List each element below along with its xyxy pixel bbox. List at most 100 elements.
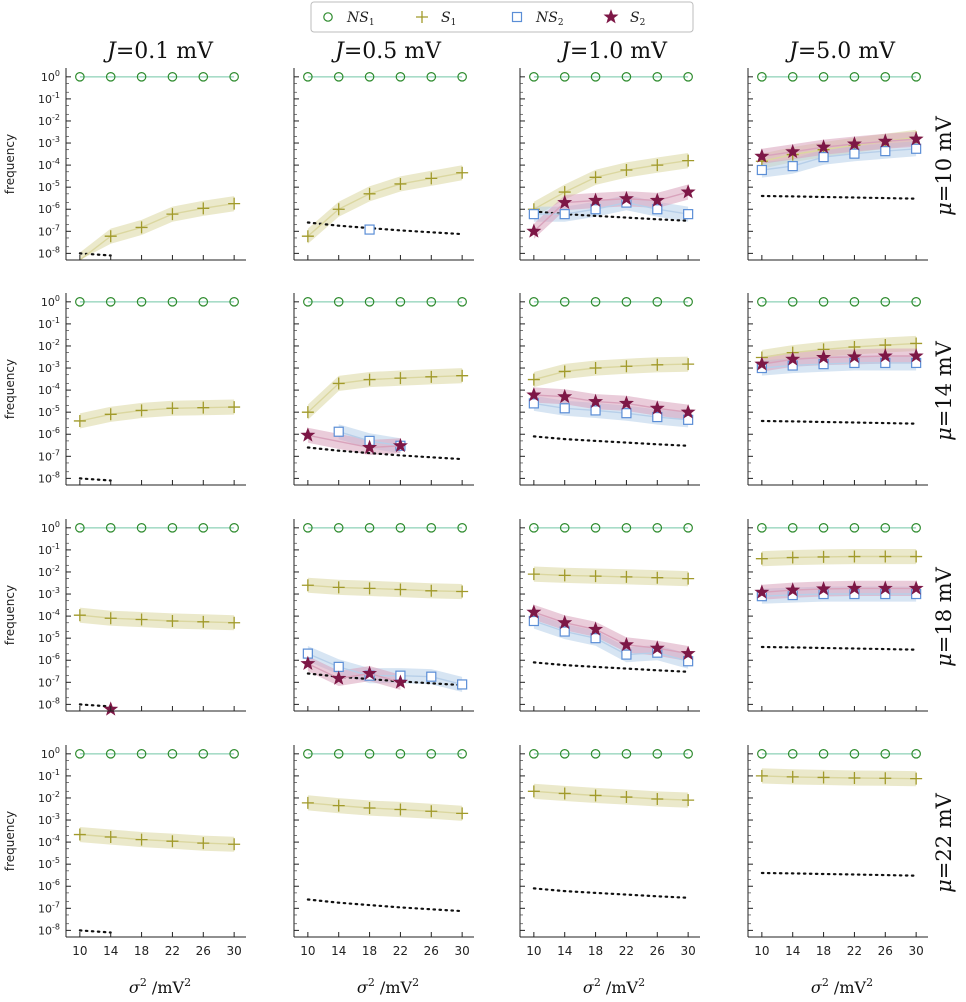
point-s1 — [589, 570, 602, 583]
y-tick-label: 100 — [41, 520, 60, 535]
point-ns1 — [880, 297, 891, 307]
y-tick-exp: 0 — [55, 69, 60, 78]
point-s2 — [877, 580, 893, 595]
point-ns1 — [426, 72, 437, 82]
x-tick-label: 10 — [754, 944, 769, 958]
point-s2 — [526, 604, 542, 619]
x-label-sep: / — [375, 978, 386, 997]
point-ns1 — [303, 72, 313, 82]
column-header-1: J=0.5 mV — [331, 39, 442, 64]
band-ns2 — [307, 646, 463, 692]
x-label-unit-exp: 2 — [412, 976, 419, 989]
y-tick-exp: 0 — [55, 294, 60, 303]
point-ns2 — [787, 161, 798, 172]
band-s1 — [761, 549, 917, 567]
point-s1 — [879, 550, 892, 563]
point-s2 — [908, 131, 924, 146]
x-label-unit-exp: 2 — [866, 976, 873, 989]
y-tick-exp: -2 — [52, 338, 60, 347]
point-ns1 — [911, 749, 921, 759]
point-s2 — [392, 437, 408, 453]
x-tick-label: 14 — [103, 944, 118, 958]
point-ns2 — [426, 671, 437, 682]
point-s2 — [362, 439, 378, 454]
point-ns1 — [395, 72, 406, 82]
point-s1 — [197, 202, 210, 215]
y-tick-label: 100 — [41, 69, 60, 84]
point-ns1 — [529, 523, 539, 533]
column-header-symbol: J — [331, 39, 345, 64]
point-ns1 — [652, 523, 663, 533]
reference-line — [306, 898, 464, 913]
row-label-symbol: μ — [932, 202, 956, 216]
line-s2 — [761, 587, 917, 593]
x-label-exp: 2 — [822, 976, 829, 989]
point-ns1 — [683, 72, 693, 82]
point-s2 — [588, 621, 604, 636]
y-tick-exp: -4 — [52, 834, 60, 843]
point-s1 — [456, 585, 469, 598]
point-ns1 — [787, 749, 798, 759]
point-s1 — [332, 581, 345, 594]
point-ns1 — [880, 749, 891, 759]
point-ns1 — [457, 297, 467, 307]
y-tick-exp: -4 — [52, 608, 60, 617]
y-tick-base: 10 — [38, 814, 52, 827]
point-s1 — [786, 551, 799, 564]
y-tick-label: 10-1 — [38, 542, 60, 557]
y-tick-label: 10-3 — [38, 586, 60, 601]
legend-entry-ns2: NS2 — [511, 10, 564, 28]
y-tick-exp: -3 — [52, 360, 60, 369]
y-tick-label: 10-3 — [38, 360, 60, 375]
x-tick-label: 22 — [847, 944, 862, 958]
y-tick-label: 10-4 — [38, 382, 60, 397]
point-s1 — [682, 572, 695, 585]
point-ns1 — [75, 523, 85, 533]
point-ns1 — [849, 72, 860, 82]
point-ns1 — [621, 72, 632, 82]
point-ns1 — [167, 749, 178, 759]
panel-r2-c2 — [519, 519, 700, 712]
legend-entry-ns1: NS1 — [323, 10, 375, 28]
panel-r2-c1 — [293, 519, 474, 712]
legend-marker-ns2 — [511, 11, 523, 23]
y-tick-exp: -1 — [52, 542, 60, 551]
x-label-exp: 2 — [368, 976, 375, 989]
point-ns1 — [303, 523, 313, 533]
row-label-value: =10 mV — [932, 115, 956, 202]
point-ns1 — [880, 523, 891, 533]
y-tick-exp: -7 — [52, 223, 60, 232]
y-tick-base: 10 — [38, 159, 52, 172]
point-s1 — [527, 373, 540, 386]
point-ns2 — [849, 148, 860, 159]
y-tick-base: 10 — [38, 384, 52, 397]
reference-line — [78, 252, 112, 257]
point-s1 — [301, 796, 314, 809]
point-s1 — [166, 835, 179, 848]
band-s2 — [533, 184, 689, 239]
row-label-symbol: μ — [932, 427, 956, 441]
point-s1 — [135, 221, 148, 234]
point-ns1 — [683, 297, 693, 307]
legend-label-main: S — [630, 10, 640, 26]
y-tick-label: 10-6 — [38, 878, 60, 893]
y-tick-exp: 0 — [55, 746, 60, 755]
y-tick-base: 10 — [38, 472, 52, 485]
y-tick-label: 10-2 — [38, 564, 60, 579]
line-ns2 — [761, 148, 917, 171]
point-ns1 — [911, 523, 921, 533]
point-s1 — [228, 197, 241, 210]
reference-line — [532, 887, 690, 899]
y-tick-exp: -5 — [52, 404, 60, 413]
point-s1 — [848, 772, 861, 785]
point-ns1 — [167, 72, 178, 82]
point-s1 — [558, 569, 571, 582]
column-header-3: J=5.0 mV — [785, 39, 896, 64]
reference-line — [78, 929, 112, 934]
y-tick-exp: -7 — [52, 674, 60, 683]
y-tick-base: 10 — [38, 428, 52, 441]
y-tick-label: 10-2 — [38, 338, 60, 353]
reference-line — [78, 477, 112, 482]
point-ns1 — [395, 749, 406, 759]
